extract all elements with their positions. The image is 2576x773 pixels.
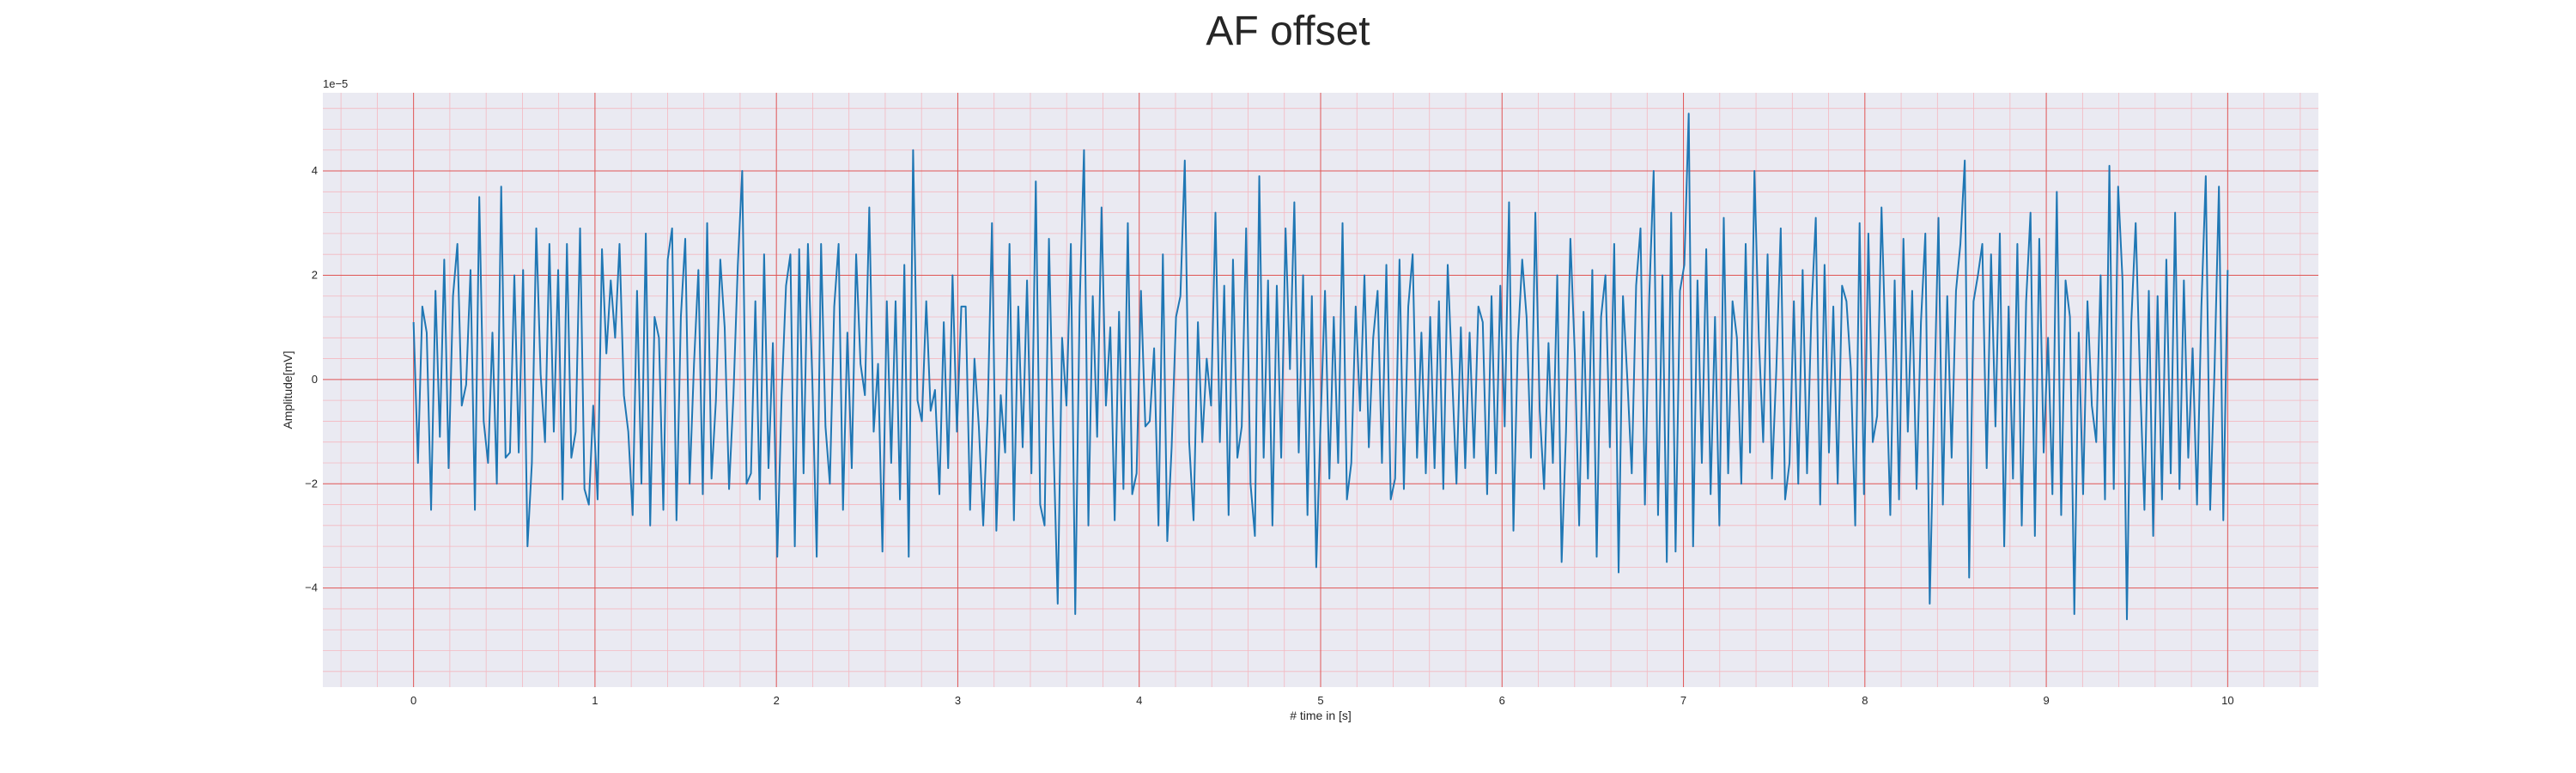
x-tick-label: 5 (1317, 694, 1323, 707)
x-axis-ticks: 0 1 2 3 4 5 6 7 8 9 10 (410, 694, 2234, 707)
x-tick-label: 3 (955, 694, 961, 707)
x-tick-label: 2 (774, 694, 780, 707)
x-tick-label: 1 (592, 694, 598, 707)
y-tick-label: 4 (312, 164, 318, 177)
x-tick-label: 10 (2221, 694, 2233, 707)
y-axis-ticks: −4 −2 0 2 4 (305, 164, 318, 594)
series-layer (412, 113, 2229, 621)
y-tick-label: −4 (305, 581, 318, 594)
x-tick-label: 9 (2043, 694, 2049, 707)
x-tick-label: 4 (1136, 694, 1142, 707)
y-axis-label: Amplitude[mV] (281, 350, 295, 429)
x-tick-label: 6 (1499, 694, 1505, 707)
x-axis-label: # time in [s] (1290, 709, 1352, 722)
y-tick-label: 0 (312, 373, 318, 386)
chart-title: AF offset (1206, 9, 1370, 54)
x-tick-label: 0 (410, 694, 416, 707)
y-tick-label: −2 (305, 477, 318, 490)
x-tick-label: 8 (1862, 694, 1868, 707)
y-tick-label: 2 (312, 268, 318, 281)
series-line (412, 113, 2229, 621)
x-tick-label: 7 (1680, 694, 1686, 707)
y-axis-exponent-label: 1e−5 (323, 77, 348, 90)
